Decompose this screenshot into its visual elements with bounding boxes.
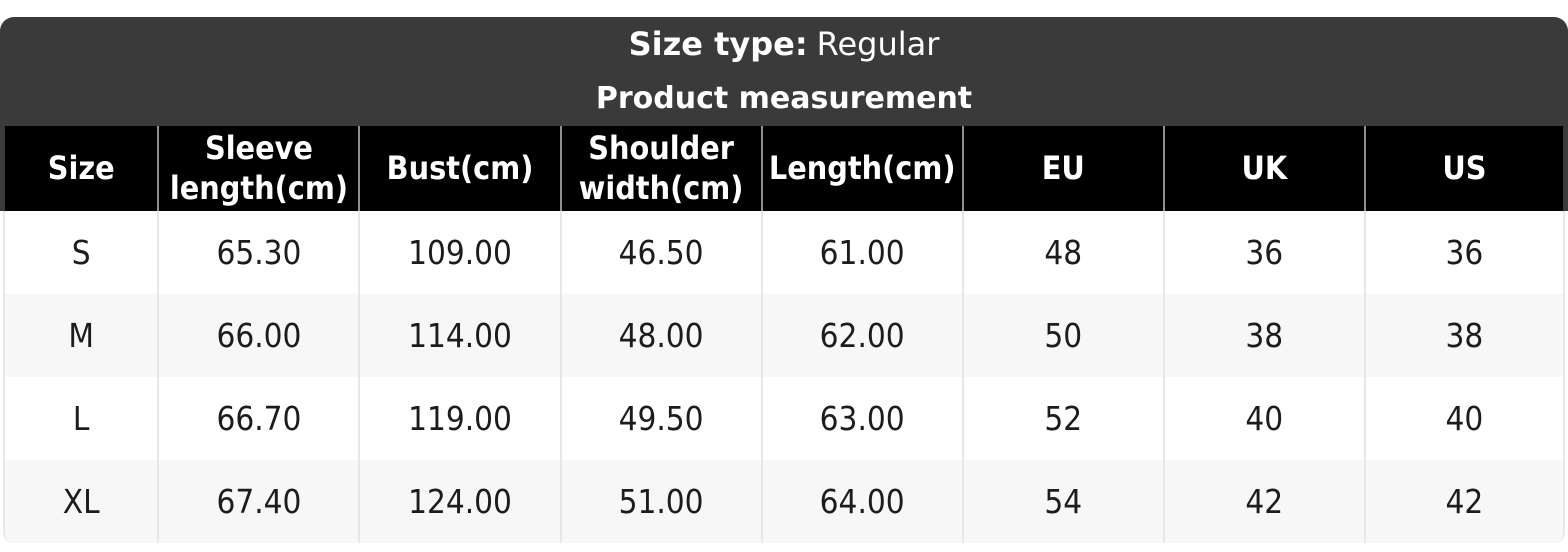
value-cell: 40 (1162, 377, 1364, 460)
value-cell: 62.00 (760, 294, 962, 377)
value-cell: 67.40 (157, 460, 359, 543)
value-cell: 54 (961, 460, 1163, 543)
table-row-l: L 66.70 119.00 49.50 63.00 52 40 40 (3, 377, 1565, 460)
table-row-m: M 66.00 114.00 48.00 62.00 50 38 38 (3, 294, 1565, 377)
column-header-eu: EU (961, 126, 1163, 211)
value-cell: 42 (1162, 460, 1364, 543)
value-cell: 124.00 (358, 460, 560, 543)
value-cell: 119.00 (358, 377, 560, 460)
value-cell: 48.00 (559, 294, 761, 377)
value-cell: 51.00 (559, 460, 761, 543)
value-cell: 52 (961, 377, 1163, 460)
table-row-s: S 65.30 109.00 46.50 61.00 48 36 36 (3, 211, 1565, 294)
column-header-length: Length(cm) (760, 126, 962, 211)
value-cell: 42 (1363, 460, 1565, 543)
value-cell: 64.00 (760, 460, 962, 543)
product-measurement-title: Product measurement (595, 81, 973, 116)
value-cell: 109.00 (358, 211, 560, 294)
column-header-shoulder-width: Shoulder width(cm) (559, 126, 761, 211)
value-cell: 50 (961, 294, 1163, 377)
size-cell: L (3, 377, 158, 460)
value-cell: 65.30 (157, 211, 359, 294)
value-cell: 114.00 (358, 294, 560, 377)
value-cell: 36 (1162, 211, 1364, 294)
size-type-value: Regular (816, 25, 940, 63)
size-chart: Size type: Regular Product measurement S… (0, 17, 1568, 547)
table-header-row: Size Sleeve length(cm) Bust(cm) Shoulder… (0, 126, 1568, 211)
value-cell: 49.50 (559, 377, 761, 460)
column-header-uk: UK (1162, 126, 1364, 211)
size-cell: S (3, 211, 158, 294)
value-cell: 38 (1363, 294, 1565, 377)
value-cell: 38 (1162, 294, 1364, 377)
value-cell: 61.00 (760, 211, 962, 294)
size-type-line: Size type: Regular (629, 24, 940, 64)
column-header-bust: Bust(cm) (358, 126, 560, 211)
value-cell: 63.00 (760, 377, 962, 460)
value-cell: 46.50 (559, 211, 761, 294)
table-row-xl: XL 67.40 124.00 51.00 64.00 54 42 42 (3, 460, 1565, 543)
size-type-label: Size type: (628, 25, 808, 63)
table-body: S 65.30 109.00 46.50 61.00 48 36 36 M 66… (0, 211, 1568, 547)
value-cell: 66.70 (157, 377, 359, 460)
size-chart-header: Size type: Regular Product measurement (0, 17, 1568, 126)
size-cell: XL (3, 460, 158, 543)
value-cell: 36 (1363, 211, 1565, 294)
column-header-us: US (1363, 126, 1565, 211)
value-cell: 48 (961, 211, 1163, 294)
value-cell: 66.00 (157, 294, 359, 377)
column-header-size: Size (3, 126, 158, 211)
value-cell: 40 (1363, 377, 1565, 460)
size-cell: M (3, 294, 158, 377)
column-header-sleeve-length: Sleeve length(cm) (157, 126, 359, 211)
